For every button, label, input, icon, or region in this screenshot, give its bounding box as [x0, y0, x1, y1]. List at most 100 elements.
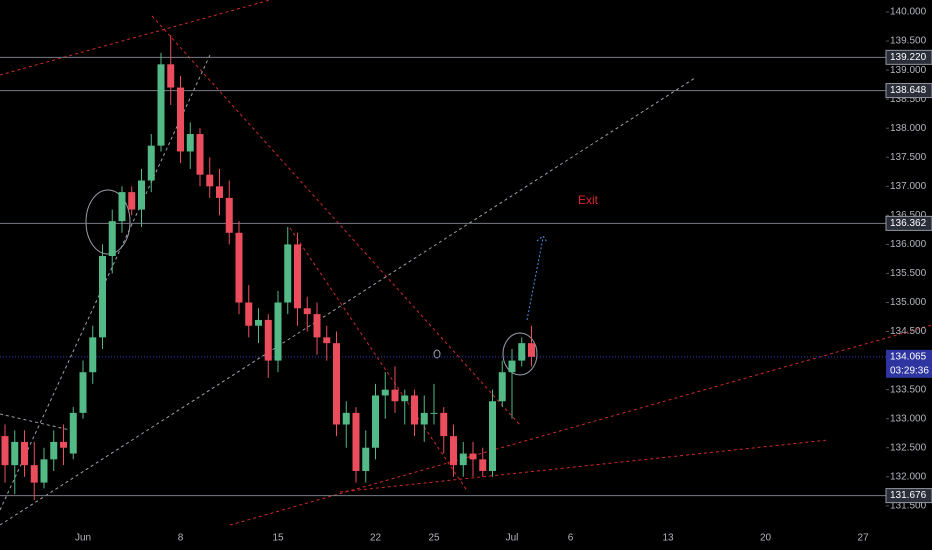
countdown-label: 03:29:36 — [890, 365, 929, 376]
level-label: 136.362 — [890, 218, 927, 229]
candle-body — [430, 412, 438, 414]
candle-body — [206, 174, 214, 187]
candle-body — [401, 395, 409, 402]
trendline — [0, 0, 271, 76]
y-tick-label: 134.500 — [890, 326, 927, 337]
candle-body — [157, 64, 165, 146]
candle-body — [411, 395, 418, 425]
x-tick-label: 6 — [568, 533, 574, 544]
candle-body — [508, 360, 516, 373]
level-label-box — [885, 83, 932, 99]
level-label-box — [885, 488, 932, 504]
trendline — [339, 439, 829, 493]
level-label: 131.676 — [890, 490, 927, 501]
candle-body — [313, 314, 321, 338]
candle-body — [60, 441, 67, 448]
candle-body — [167, 64, 175, 88]
candle-body — [372, 395, 379, 448]
annotation: Exit — [578, 193, 599, 207]
candle-body — [138, 180, 145, 210]
candle-body — [469, 453, 477, 460]
candle-body — [245, 302, 253, 326]
circle — [502, 332, 538, 376]
candle-body — [79, 372, 87, 413]
x-tick-label: 22 — [370, 533, 382, 544]
arrow-head — [536, 235, 548, 243]
y-tick-label: 135.500 — [890, 268, 927, 279]
candle-body — [40, 459, 48, 483]
arrow — [526, 237, 544, 321]
candle-body — [459, 453, 467, 466]
candle-body — [420, 412, 428, 425]
y-tick-label: 132.000 — [890, 471, 927, 482]
candle-body — [323, 337, 331, 344]
candle-body — [128, 192, 136, 210]
candle-body — [1, 436, 9, 466]
y-tick-label: 139.500 — [890, 36, 927, 47]
y-tick-label: 138.000 — [890, 123, 927, 134]
candle-body — [450, 436, 457, 466]
level-label-box — [885, 215, 932, 231]
candle-body — [352, 412, 360, 471]
candle-body — [528, 343, 535, 357]
y-tick-label: 137.000 — [890, 181, 927, 192]
y-tick-label: 131.500 — [890, 500, 927, 511]
candle-body — [518, 343, 526, 361]
x-tick-label: 25 — [428, 533, 440, 544]
candle-body — [225, 197, 233, 233]
candle-body — [196, 134, 204, 175]
level-label: 139.220 — [890, 52, 927, 63]
candle-body — [303, 308, 311, 315]
drawings — [0, 0, 932, 526]
candle-body — [440, 412, 448, 437]
x-tick-label: 27 — [857, 533, 869, 544]
x-tick-label: Jun — [75, 533, 91, 544]
candle-body — [177, 87, 184, 152]
x-tick-label: Jul — [506, 533, 519, 544]
candle-body — [50, 441, 58, 460]
candle-body — [284, 244, 292, 303]
candle-body — [274, 302, 282, 361]
candle-body — [362, 447, 370, 471]
last-price-box — [886, 349, 932, 378]
y-tick-label: 139.000 — [890, 65, 927, 76]
candle-body — [11, 441, 19, 466]
y-tick-label: 132.500 — [890, 442, 927, 453]
y-tick-label: 140.000 — [890, 7, 927, 18]
y-tick-label: 137.500 — [890, 152, 927, 163]
last-price-label: 134.065 — [890, 351, 927, 362]
y-tick-label: 133.500 — [890, 384, 927, 395]
candle-body — [294, 244, 301, 309]
x-tick-label: 8 — [178, 533, 184, 544]
y-tick-label: 136.500 — [890, 210, 927, 221]
circle — [433, 349, 441, 359]
candle-body — [264, 319, 272, 361]
candle-body — [479, 459, 487, 471]
candle-body — [186, 134, 194, 152]
candle-body — [381, 389, 389, 396]
level-label-box — [885, 49, 932, 65]
candle-body — [342, 412, 350, 425]
candle-body — [333, 343, 340, 425]
candle-body — [255, 319, 262, 326]
candle-body — [69, 412, 77, 454]
candle-body — [391, 389, 399, 402]
level-label: 138.648 — [890, 85, 927, 96]
candle-body — [216, 186, 223, 198]
candle-body — [235, 232, 243, 303]
candle-body — [21, 441, 28, 466]
x-tick-label: 20 — [760, 533, 772, 544]
circle — [85, 189, 131, 255]
candle-body — [147, 145, 155, 181]
trendline — [151, 15, 521, 426]
y-tick-label: 138.500 — [890, 94, 927, 105]
candle-body — [118, 192, 126, 222]
y-tick-label: 133.000 — [890, 413, 927, 424]
y-tick-label: 135.000 — [890, 297, 927, 308]
candle-body — [108, 221, 116, 257]
x-tick-label: 15 — [272, 533, 284, 544]
candle-body — [489, 401, 496, 471]
